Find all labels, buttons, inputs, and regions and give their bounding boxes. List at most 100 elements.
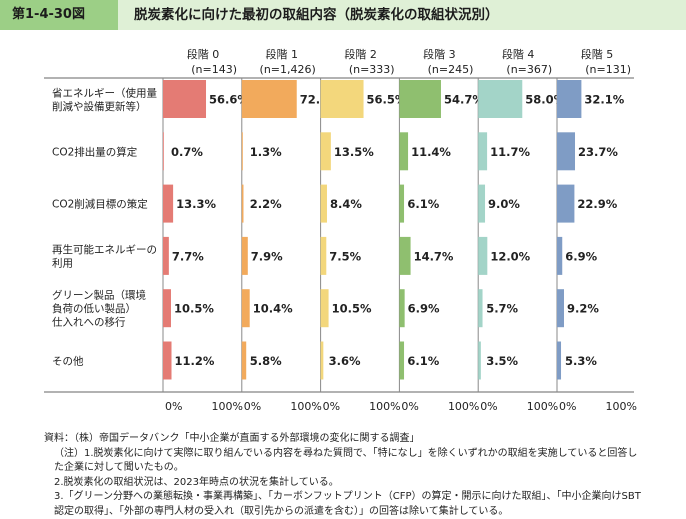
data-label: 6.1% (407, 197, 439, 211)
series-name: 段階 2 (344, 47, 377, 61)
bar (399, 342, 404, 380)
data-label: 9.2% (567, 302, 599, 316)
category-label: グリーン製品（環境 (52, 289, 146, 302)
bar (557, 289, 564, 327)
category-label: CO2排出量の算定 (52, 145, 138, 158)
series-n: (n=131) (585, 63, 631, 76)
data-label: 10.4% (253, 302, 293, 316)
bar (399, 289, 404, 327)
bar (242, 80, 297, 118)
bar (242, 132, 243, 170)
bar (163, 237, 169, 275)
data-label: 0.7% (171, 145, 203, 159)
category-label: 負荷の低い製品） (52, 302, 136, 315)
bar (242, 237, 248, 275)
data-label: 2.2% (250, 197, 282, 211)
series-n: (n=245) (428, 63, 474, 76)
data-label: 6.9% (408, 302, 440, 316)
figure-title: 脱炭素化に向けた最初の取組内容（脱炭素化の取組状況別） (134, 0, 499, 30)
bar (321, 237, 327, 275)
bar (163, 185, 173, 223)
bar (163, 80, 206, 118)
bar (163, 289, 171, 327)
data-label: 14.7% (414, 249, 454, 263)
bar (399, 185, 404, 223)
tick-label: 0% (165, 400, 182, 413)
series-name: 段階 4 (502, 47, 535, 61)
bar (163, 132, 164, 170)
category-label: 省エネルギー（使用量 (52, 86, 157, 99)
category-label: CO2削減目標の策定 (52, 198, 148, 211)
bar (478, 80, 522, 118)
bar (399, 132, 408, 170)
bar (557, 80, 581, 118)
data-label: 22.9% (577, 197, 617, 211)
data-label: 11.7% (490, 145, 530, 159)
bar (321, 185, 327, 223)
data-label: 1.3% (250, 145, 282, 159)
bar (321, 342, 324, 380)
data-label: 8.4% (330, 197, 362, 211)
bar (557, 132, 575, 170)
series-n: (n=333) (349, 63, 395, 76)
data-label: 7.5% (329, 249, 361, 263)
bar (321, 132, 331, 170)
series-name: 段階 1 (266, 47, 299, 61)
tick-label: 0% (480, 400, 497, 413)
category-label: 利用 (52, 258, 73, 270)
tick-label: 100% (290, 400, 321, 413)
category-label: 削減や設備更新等） (52, 100, 147, 113)
data-label: 23.7% (578, 145, 618, 159)
data-label: 10.5% (332, 302, 372, 316)
note-line: 3.「グリーン分野への業態転換・事業再構築」、「カーボンフットプリント（CFP）… (44, 490, 680, 505)
data-label: 13.5% (334, 145, 374, 159)
series-name: 段階 0 (187, 47, 220, 61)
tick-label: 100% (527, 400, 558, 413)
bar (478, 342, 481, 380)
bar (478, 185, 485, 223)
tick-label: 0% (401, 400, 418, 413)
note-line: （注）1.脱炭素化に向けて実際に取り組んでいる内容を尋ねた質問で、「特になし」を… (44, 447, 680, 462)
series-name: 段階 5 (581, 47, 614, 61)
category-label: 仕入れへの移行 (52, 316, 126, 329)
data-label: 6.1% (407, 354, 439, 368)
data-label: 13.3% (176, 197, 216, 211)
data-label: 3.6% (329, 354, 361, 368)
tick-label: 0% (244, 400, 261, 413)
data-label: 7.9% (251, 249, 283, 263)
bar (557, 342, 561, 380)
bar (163, 342, 172, 380)
bar (399, 80, 441, 118)
series-name: 段階 3 (423, 47, 456, 61)
series-n: (n=143) (191, 63, 237, 76)
data-label: 5.8% (250, 354, 282, 368)
tick-label: 0% (323, 400, 340, 413)
bar (399, 237, 410, 275)
tick-label: 100% (212, 400, 243, 413)
bar (242, 289, 250, 327)
note-line: 2.脱炭素化の取組状況は、2023年時点の状況を集計している。 (44, 476, 680, 491)
bar (478, 289, 482, 327)
data-label: 11.4% (411, 145, 451, 159)
bar (557, 237, 562, 275)
tick-label: 0% (559, 400, 576, 413)
data-label: 5.3% (565, 354, 597, 368)
small-multiples-bar-chart: 省エネルギー（使用量削減や設備更新等）CO2排出量の算定CO2削減目標の策定再生… (0, 30, 686, 425)
note-line: た企業に対して聞いたもの。 (44, 461, 680, 476)
series-n: (n=367) (506, 63, 552, 76)
data-label: 10.5% (174, 302, 214, 316)
tick-label: 100% (606, 400, 637, 413)
data-label: 6.9% (565, 249, 597, 263)
bar (478, 132, 487, 170)
bar (321, 289, 329, 327)
figure-header: 第1-4-30図 脱炭素化に向けた最初の取組内容（脱炭素化の取組状況別） (0, 0, 686, 30)
bar (242, 342, 246, 380)
data-label: 9.0% (488, 197, 520, 211)
bar (242, 185, 244, 223)
data-label: 7.7% (172, 249, 204, 263)
chart-notes: 資料：（株）帝国データバンク「中小企業が直面する外部環境の変化に関する調査」（注… (44, 432, 680, 519)
note-line: 資料：（株）帝国データバンク「中小企業が直面する外部環境の変化に関する調査」 (44, 432, 680, 447)
data-label: 12.0% (490, 249, 530, 263)
data-label: 32.1% (584, 93, 624, 107)
bar (478, 237, 487, 275)
